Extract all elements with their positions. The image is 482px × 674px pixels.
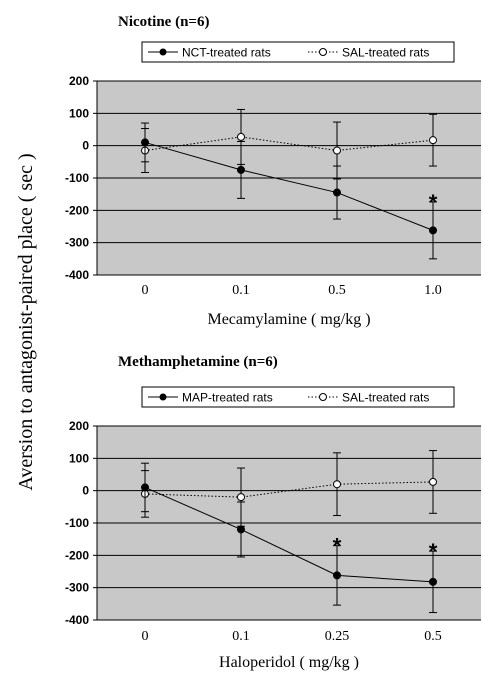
y-tick-label: -100 [65,516,89,530]
legend-marker-open [319,48,327,56]
x-tick-label: 0 [142,629,149,644]
data-point-filled [333,188,341,197]
data-point-open [237,493,245,502]
data-point-open [429,477,437,486]
legend-entry-series-2: SAL-treated rats [342,46,429,60]
legend-entry-series-1: MAP-treated rats [182,391,273,405]
y-tick-label: 200 [69,419,89,433]
x-axis-label: Haloperidol ( mg/kg ) [219,654,359,671]
x-tick-label: 0.1 [232,629,250,644]
data-point-filled [429,577,437,586]
data-point-open [333,480,341,489]
chart-title: Methamphetamine (n=6) [118,354,278,370]
x-axis-label: Mecamylamine ( mg/kg ) [207,311,370,328]
chart-title: Nicotine (n=6) [118,14,209,30]
data-point-open [237,132,245,141]
legend-box [141,41,455,63]
shared-y-axis-label: Aversion to antagonist-paired place ( se… [15,153,37,490]
data-point-filled [237,165,245,174]
series-line [144,486,434,583]
plot-area: 200 100 0 -100 -200 -300 -400 0 0.1 0.25 0.5 * * [65,419,481,644]
x-tick-label: 1.0 [424,283,442,298]
y-tick-label: -300 [65,236,89,250]
plot-area: 200 100 0 -100 -200 -300 -400 0 0.1 0.5 1.0 * [65,74,481,298]
y-tick-label: -300 [65,581,89,595]
series-line [144,136,434,152]
data-point-filled [333,571,341,580]
series-line [144,481,434,498]
y-tick-label: 100 [69,451,89,465]
y-tick-label: -200 [65,203,89,217]
data-point-open [333,146,341,155]
y-tick-label: 0 [82,139,89,153]
legend: NCT-treated rats SAL-treated rats [141,41,455,63]
legend-marker-open [319,393,327,401]
data-point-filled [141,138,149,147]
data-point-filled [429,226,437,235]
x-tick-label: 0 [142,283,149,298]
y-tick-label: -400 [65,268,89,282]
significance-marker: * [429,190,438,215]
data-point-filled [237,525,245,534]
series-line [144,141,434,231]
legend-marker-filled [159,393,167,401]
data-point-open [429,136,437,145]
chart-panel-nicotine: Nicotine (n=6) NCT-treated rats SAL-trea… [65,14,481,328]
y-tick-label: -200 [65,548,89,562]
legend-marker-filled [159,48,167,56]
y-tick-label: -100 [65,171,89,185]
significance-marker: * [333,534,342,559]
legend-entry-series-2: SAL-treated rats [342,391,429,405]
x-tick-label: 0.5 [424,629,442,644]
legend-box [141,386,455,408]
y-tick-label: 0 [82,484,89,498]
significance-marker: * [429,539,438,564]
y-tick-label: -400 [65,613,89,627]
y-tick-label: 100 [69,106,89,120]
legend: MAP-treated rats SAL-treated rats [141,386,455,408]
x-tick-label: 0.25 [325,629,350,644]
y-tick-label: 200 [69,74,89,88]
x-tick-label: 0.1 [232,283,250,298]
x-tick-label: 0.5 [328,283,346,298]
chart-panel-methamphetamine: Methamphetamine (n=6) MAP-treated rats S… [65,354,481,671]
legend-entry-series-1: NCT-treated rats [182,46,271,60]
data-point-filled [141,483,149,492]
